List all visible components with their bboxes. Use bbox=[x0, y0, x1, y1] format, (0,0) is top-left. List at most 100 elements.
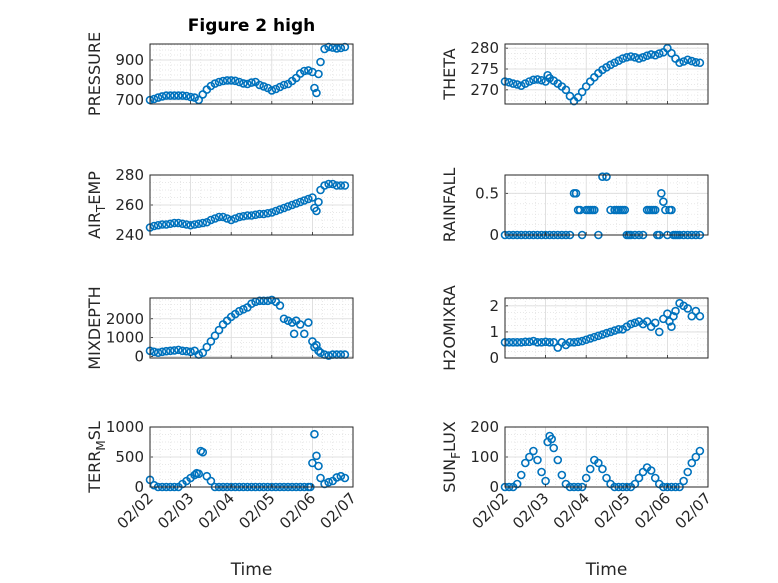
data-point bbox=[235, 306, 244, 316]
data-point bbox=[299, 66, 309, 76]
data-point bbox=[275, 301, 285, 310]
data-point bbox=[508, 338, 518, 347]
x-tick-label: 02/06 bbox=[276, 489, 319, 532]
y-tick-label: 2000 bbox=[106, 310, 144, 328]
data-point bbox=[553, 455, 563, 465]
data-point bbox=[610, 326, 619, 335]
data-point bbox=[537, 467, 546, 477]
data-point bbox=[153, 220, 163, 230]
data-point bbox=[239, 305, 248, 314]
axes-box bbox=[149, 426, 354, 488]
data-point bbox=[529, 446, 538, 456]
y-axis-label: H2OMIXRA bbox=[440, 285, 459, 371]
data-point bbox=[157, 347, 167, 357]
data-point bbox=[585, 464, 595, 474]
data-point bbox=[581, 335, 591, 345]
data-point bbox=[153, 93, 163, 102]
data-point bbox=[504, 78, 514, 87]
data-point bbox=[336, 471, 346, 481]
data-point bbox=[218, 212, 228, 222]
data-point bbox=[275, 205, 285, 214]
data-point bbox=[275, 82, 285, 92]
data-point bbox=[178, 219, 187, 229]
data-point bbox=[537, 338, 546, 347]
data-point bbox=[606, 327, 615, 337]
data-point bbox=[675, 58, 684, 68]
y-axis-label: AIRTEMP bbox=[85, 171, 108, 239]
data-point bbox=[304, 318, 313, 327]
data-point bbox=[598, 172, 607, 181]
y-axis-label: RAINFALL bbox=[440, 168, 459, 243]
data-point bbox=[182, 220, 191, 229]
data-point bbox=[178, 346, 187, 356]
data-point bbox=[314, 69, 323, 79]
data-point bbox=[324, 351, 333, 360]
data-point bbox=[669, 311, 678, 321]
data-point bbox=[663, 43, 672, 53]
data-point bbox=[533, 338, 542, 347]
data-point bbox=[251, 210, 260, 220]
data-point bbox=[291, 199, 301, 208]
data-point bbox=[190, 220, 199, 229]
data-point bbox=[512, 80, 522, 89]
data-point bbox=[626, 52, 636, 61]
data-point bbox=[565, 338, 575, 347]
y-tick-label: 280 bbox=[115, 166, 144, 184]
x-tick-label: 02/06 bbox=[631, 489, 674, 532]
data-point bbox=[504, 338, 514, 347]
x-tick-label: 02/05 bbox=[235, 489, 278, 532]
data-point bbox=[590, 332, 599, 342]
y-axis-label: SUNFLUX bbox=[440, 421, 463, 493]
data-point bbox=[549, 443, 559, 453]
data-point bbox=[529, 75, 538, 85]
data-point bbox=[324, 477, 333, 487]
data-point bbox=[512, 338, 522, 347]
data-point bbox=[310, 83, 319, 93]
y-tick-label: 280 bbox=[470, 39, 499, 57]
data-point bbox=[573, 93, 583, 102]
y-tick-label: 2 bbox=[489, 297, 499, 315]
data-point bbox=[683, 304, 693, 313]
data-point bbox=[310, 429, 319, 439]
data-point bbox=[271, 84, 281, 94]
data-point bbox=[214, 77, 224, 87]
data-point bbox=[340, 181, 350, 190]
data-point bbox=[508, 79, 518, 88]
data-point bbox=[634, 473, 644, 483]
data-point bbox=[235, 77, 244, 87]
data-point bbox=[194, 469, 204, 479]
data-point bbox=[683, 467, 693, 477]
data-point bbox=[255, 296, 264, 306]
axes-box bbox=[149, 297, 354, 359]
data-point bbox=[606, 205, 615, 215]
data-point bbox=[316, 473, 325, 483]
data-point bbox=[299, 329, 309, 339]
axes-box bbox=[504, 174, 709, 236]
data-point bbox=[626, 319, 636, 329]
y-tick-label: 240 bbox=[115, 226, 144, 244]
data-point bbox=[161, 346, 171, 356]
data-point bbox=[267, 295, 277, 305]
data-point bbox=[243, 211, 252, 220]
data-point bbox=[520, 337, 530, 347]
data-point bbox=[279, 80, 289, 90]
data-point bbox=[287, 318, 297, 327]
y-axis-label: TERRMSL bbox=[85, 421, 108, 494]
data-point bbox=[537, 75, 546, 85]
x-tick-label: 02/07 bbox=[672, 489, 715, 532]
data-point bbox=[287, 200, 297, 210]
x-tick-label: 02/03 bbox=[154, 489, 197, 532]
data-point bbox=[299, 196, 309, 205]
data-point bbox=[634, 54, 644, 63]
data-point bbox=[230, 214, 240, 223]
data-point bbox=[547, 434, 556, 444]
y-tick-label: 900 bbox=[115, 51, 144, 69]
data-point bbox=[259, 296, 268, 306]
data-point bbox=[683, 55, 693, 65]
data-point bbox=[271, 206, 281, 216]
data-point bbox=[695, 58, 705, 68]
data-point bbox=[525, 452, 534, 462]
data-point bbox=[332, 473, 342, 482]
data-point bbox=[194, 219, 204, 229]
